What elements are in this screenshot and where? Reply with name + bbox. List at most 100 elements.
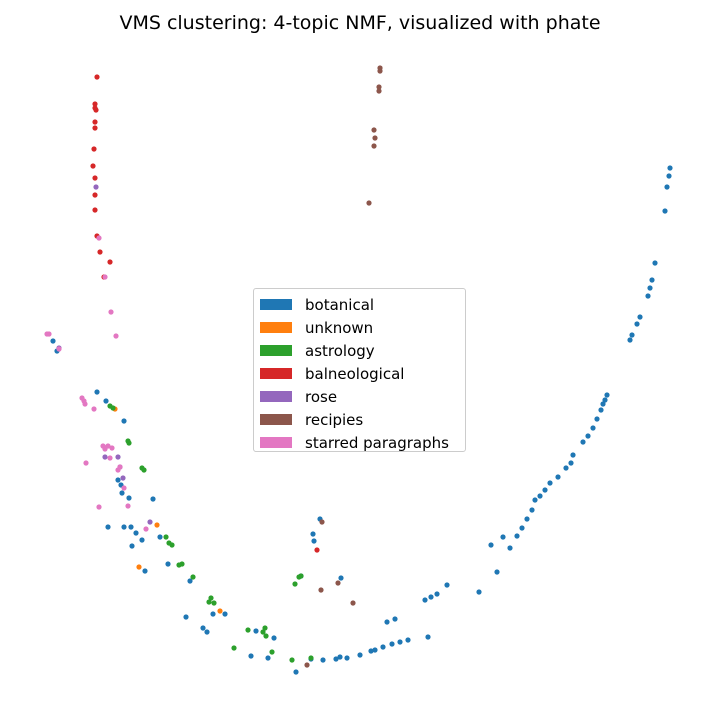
point-balneological: [92, 192, 98, 198]
legend-swatch-astrology: [260, 345, 292, 356]
point-botanical: [372, 647, 378, 653]
point-botanical: [629, 332, 635, 338]
point-botanical: [200, 625, 206, 631]
legend-label-unknown: unknown: [305, 318, 374, 337]
legend-label-balneological: balneological: [305, 364, 405, 383]
point-astrology: [262, 625, 268, 631]
point-starred-paragraphs: [113, 333, 119, 339]
legend-swatch-balneological: [260, 368, 292, 379]
point-starred-paragraphs: [91, 406, 97, 412]
point-botanical: [119, 490, 125, 496]
point-balneological: [93, 107, 99, 113]
point-astrology: [245, 627, 251, 633]
point-botanical: [121, 524, 127, 530]
point-botanical: [568, 460, 574, 466]
point-astrology: [126, 440, 132, 446]
point-botanical: [585, 433, 591, 439]
point-starred-paragraphs: [102, 274, 108, 280]
point-rose: [115, 454, 121, 460]
point-botanical: [425, 634, 431, 640]
point-botanical: [645, 293, 651, 299]
point-astrology: [298, 573, 304, 579]
point-botanical: [594, 416, 600, 422]
point-botanical: [293, 669, 299, 675]
point-astrology: [269, 649, 275, 655]
point-balneological: [92, 119, 98, 125]
point-botanical: [500, 534, 506, 540]
point-botanical: [128, 524, 134, 530]
point-recipies: [376, 84, 382, 90]
legend-item-rose: rose: [260, 385, 465, 408]
point-botanical: [50, 338, 56, 344]
point-recipies: [318, 587, 324, 593]
point-botanical: [652, 260, 658, 266]
point-botanical: [537, 493, 543, 499]
point-botanical: [115, 477, 121, 483]
point-balneological: [92, 175, 98, 181]
point-botanical: [547, 480, 553, 486]
legend-label-astrology: astrology: [305, 341, 375, 360]
point-astrology: [211, 600, 217, 606]
point-recipies: [350, 600, 356, 606]
point-botanical: [384, 619, 390, 625]
point-astrology: [163, 534, 169, 540]
point-botanical: [253, 628, 259, 634]
point-starred-paragraphs: [96, 235, 102, 241]
point-balneological: [90, 163, 96, 169]
point-balneological: [92, 125, 98, 131]
point-balneological: [92, 207, 98, 213]
point-botanical: [542, 487, 548, 493]
point-recipies: [319, 519, 325, 525]
point-botanical: [422, 597, 428, 603]
point-botanical: [600, 401, 606, 407]
point-recipies: [371, 127, 377, 133]
point-botanical: [507, 545, 513, 551]
point-astrology: [289, 657, 295, 663]
point-botanical: [310, 531, 316, 537]
point-botanical: [662, 208, 668, 214]
point-botanical: [103, 398, 109, 404]
point-botanical: [368, 648, 374, 654]
point-botanical: [265, 655, 271, 661]
point-unknown: [154, 522, 160, 528]
point-botanical: [344, 655, 350, 661]
point-balneological: [91, 146, 97, 152]
point-starred-paragraphs: [96, 504, 102, 510]
point-botanical: [529, 507, 535, 513]
point-botanical: [590, 425, 596, 431]
point-starred-paragraphs: [46, 331, 52, 337]
point-starred-paragraphs: [82, 401, 88, 407]
point-recipies: [377, 68, 383, 74]
point-botanical: [150, 496, 156, 502]
point-balneological: [314, 547, 320, 553]
point-botanical: [165, 561, 171, 567]
point-botanical: [519, 525, 525, 531]
point-botanical: [311, 538, 317, 544]
point-astrology: [208, 595, 214, 601]
point-rose: [102, 454, 108, 460]
legend-swatch-rose: [260, 391, 292, 402]
point-rose: [93, 184, 99, 190]
point-balneological: [107, 259, 113, 265]
point-botanical: [488, 542, 494, 548]
point-botanical: [222, 611, 228, 617]
legend: botanical unknown astrology balneologica…: [253, 288, 466, 452]
point-botanical: [187, 578, 193, 584]
point-botanical: [494, 569, 500, 575]
legend-label-starred-paragraphs: starred paragraphs: [305, 433, 449, 452]
legend-swatch-recipies: [260, 414, 292, 425]
point-botanical: [380, 644, 386, 650]
legend-item-balneological: balneological: [260, 362, 465, 385]
point-botanical: [333, 656, 339, 662]
legend-item-starred-paragraphs: starred paragraphs: [260, 431, 465, 454]
point-starred-paragraphs: [143, 526, 149, 532]
point-botanical: [320, 657, 326, 663]
point-botanical: [524, 516, 530, 522]
point-botanical: [405, 637, 411, 643]
point-botanical: [271, 635, 277, 641]
point-astrology: [110, 405, 116, 411]
point-botanical: [338, 575, 344, 581]
point-botanical: [157, 534, 163, 540]
